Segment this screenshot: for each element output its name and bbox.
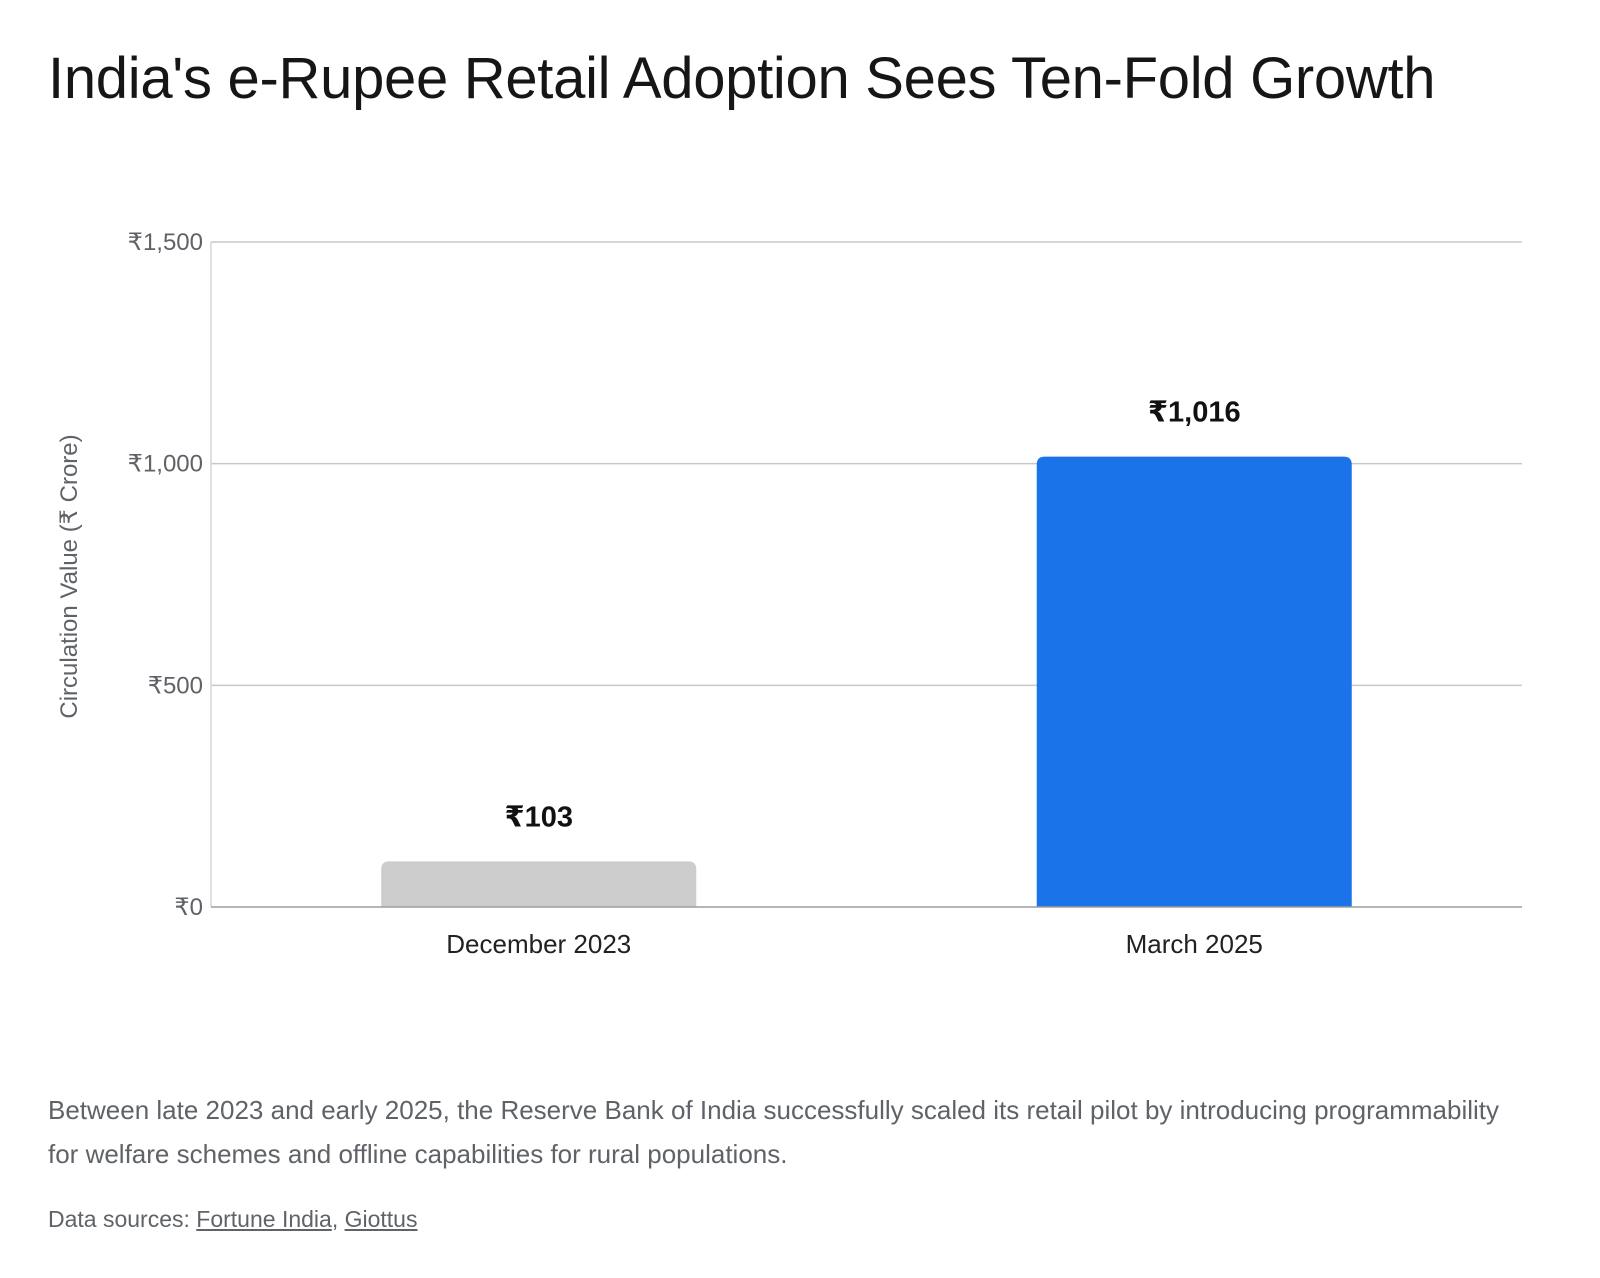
source-link-giottus[interactable]: Giottus	[344, 1206, 418, 1232]
x-tick-label: March 2025	[1126, 929, 1263, 959]
chart-caption: Between late 2023 and early 2025, the Re…	[48, 1095, 1500, 1169]
chart-title: India's e-Rupee Retail Adoption Sees Ten…	[48, 46, 1436, 111]
bar-chart: ₹0 ₹500 ₹1,000 ₹1,500 ₹103 December 2023 ₹1,01…	[56, 229, 1522, 959]
bar-value-label: ₹103	[504, 801, 573, 833]
bar	[1036, 456, 1352, 907]
x-tick-label: December 2023	[446, 929, 631, 959]
y-tick-label: ₹1,000	[128, 451, 203, 478]
sources-separator: ,	[331, 1206, 339, 1232]
y-tick-label: ₹500	[148, 672, 203, 699]
data-sources: Data sources: Fortune India, Giottus	[48, 1206, 417, 1233]
source-link-fortune-india[interactable]: Fortune India	[196, 1206, 332, 1232]
chart-area: ₹0 ₹500 ₹1,000 ₹1,500 ₹103 December 2023 ₹1,01…	[0, 200, 1600, 1020]
y-tick-label: ₹1,500	[128, 229, 203, 256]
sources-prefix: Data sources:	[48, 1206, 190, 1232]
y-tick-label: ₹0	[174, 894, 203, 921]
bar	[381, 861, 697, 907]
y-axis-title: Circulation Value (₹ Crore)	[56, 434, 83, 718]
bar-value-label: ₹1,016	[1148, 397, 1241, 429]
